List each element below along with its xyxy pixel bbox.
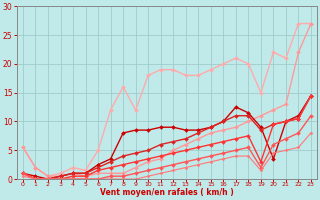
X-axis label: Vent moyen/en rafales ( km/h ): Vent moyen/en rafales ( km/h ): [100, 188, 234, 197]
